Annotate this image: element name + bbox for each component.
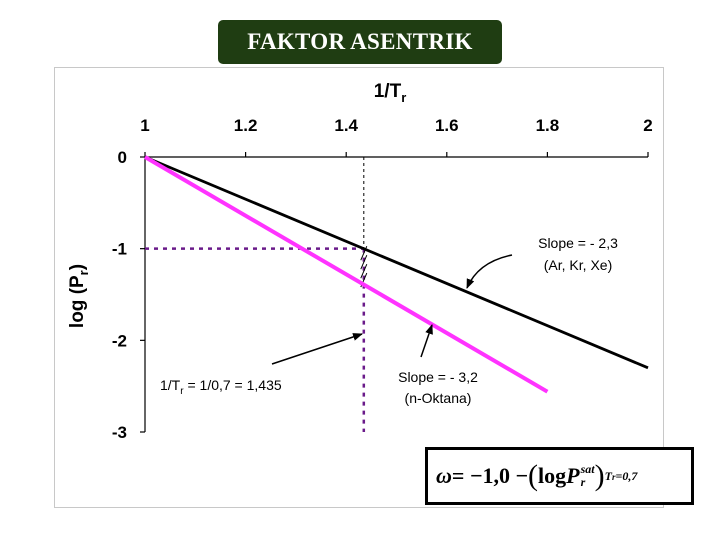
formula-omega: ω	[436, 463, 452, 488]
series-line-simple-fluid	[144, 155, 649, 370]
acentric-factor-formula: ω = −1,0 − ( log P sat r ) Tr=0,7	[425, 447, 694, 505]
slope-octane-label: Slope = - 3,2	[398, 369, 478, 385]
x-axis-title: 1/Tr	[374, 81, 407, 105]
y-tick-label: 0	[118, 148, 127, 167]
formula-condition: Tr=0,7	[604, 468, 638, 483]
formula-sub: r	[580, 475, 586, 489]
x-tick-label: 1	[140, 116, 149, 135]
tr-value-label: 1/Tr = 1/0,7 = 1,435	[160, 377, 282, 397]
formula-pressure: P	[566, 463, 580, 488]
x-tick-label: 1.8	[536, 116, 560, 135]
slide-title: FAKTOR ASENTRIK	[218, 20, 502, 64]
tr-value-arrow	[271, 333, 363, 365]
series-line-n-octane	[143, 155, 549, 394]
hatch-mark	[360, 254, 368, 270]
slope-simple-sublabel: (Ar, Kr, Xe)	[544, 257, 612, 273]
y-tick-label: -2	[112, 331, 127, 350]
chart-frame	[54, 67, 664, 508]
x-tick-label: 2	[643, 116, 652, 135]
x-tick-label: 1.2	[234, 116, 258, 135]
formula-sup: sat	[580, 462, 595, 476]
slope-simple-arrow	[466, 254, 513, 289]
y-tick-label: -1	[112, 240, 127, 259]
formula-sup-sub: sat r	[581, 463, 595, 489]
x-tick-label: 1.4	[334, 116, 358, 135]
y-tick-label: -3	[112, 423, 127, 442]
hatch-mark	[360, 263, 368, 279]
formula-constant: = −1,0 −	[451, 463, 529, 488]
x-tick-label: 1.6	[435, 116, 459, 135]
formula-open-paren: (	[528, 459, 539, 492]
slope-octane-arrow	[420, 324, 433, 358]
slope-simple-label: Slope = - 2,3	[538, 235, 618, 251]
y-axis-title: log (Pr)	[67, 264, 91, 328]
slope-octane-sublabel: (n-Oktana)	[405, 390, 472, 406]
formula-log: log	[538, 463, 567, 488]
formula-close-paren: )	[594, 459, 605, 492]
